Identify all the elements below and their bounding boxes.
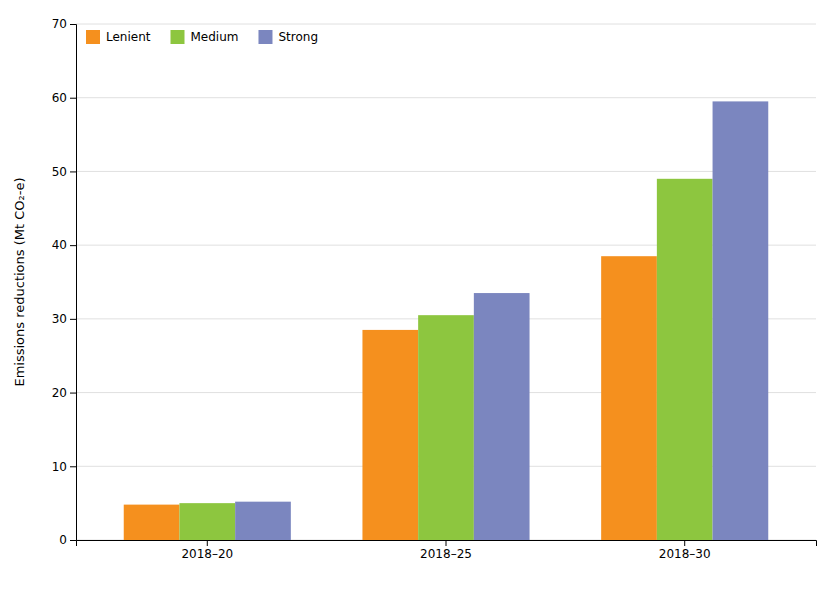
bar [713,101,769,540]
y-tick: 40 [52,238,76,252]
y-axis-line [70,25,77,541]
chart-svg: 0 10 20 30 40 50 60 70 2018–20 2018–25 2018–30 Leni… [0,0,840,590]
grid-line [76,97,816,98]
x-tick-label: 2018–30 [659,547,711,561]
y-tick-mark [70,466,76,467]
x-tick-label: 2018–20 [181,547,233,561]
y-tick-mark [70,319,76,320]
y-tick: 20 [52,386,76,400]
legend-item: Lenient [86,30,151,45]
x-tick: 2018–30 [659,540,711,561]
y-tick-label: 60 [52,91,67,105]
y-tick-mark [70,393,76,394]
y-tick-mark [70,171,76,172]
y-tick-mark [70,540,76,541]
legend-swatch [258,30,272,44]
legend-item: Medium [171,30,239,45]
y-tick-mark [70,24,76,25]
x-axis-line [77,541,817,547]
y-tick-label: 0 [59,533,67,547]
bar [418,315,474,540]
chart-container: 0 10 20 30 40 50 60 70 2018–20 2018–25 2018–30 Leni… [0,0,840,590]
y-tick-label: 20 [52,386,67,400]
bar [362,330,418,540]
y-tick-label: 10 [52,460,67,474]
bar [657,179,713,540]
bar [235,502,291,540]
x-tick-mark [684,540,685,546]
x-tick-mark [446,540,447,546]
y-tick-label: 30 [52,312,67,326]
x-tick-mark [207,540,208,546]
bar-series [235,101,768,540]
y-tick-label: 40 [52,238,67,252]
plot: 0 10 20 30 40 50 60 70 2018–20 2018–25 2018–30 Leni… [52,17,817,560]
y-tick-label: 70 [52,17,67,31]
y-tick: 10 [52,460,76,474]
legend-label: Strong [278,30,318,44]
x-tick: 2018–20 [181,540,233,561]
legend-swatch [86,30,100,44]
y-tick-mark [70,245,76,246]
y-axis-title: Emissions reductions (Mt CO₂-e) [12,177,27,386]
legend: Lenient Medium Strong [86,30,318,45]
y-tick-label: 50 [52,165,67,179]
y-tick: 60 [52,91,76,105]
y-tick: 70 [52,17,76,31]
y-tick: 0 [59,533,76,547]
bar [179,503,235,540]
bar [601,256,657,540]
bar-series [179,179,712,540]
x-tick-label: 2018–25 [420,547,472,561]
grid-line [76,171,816,172]
grid-line [76,24,816,25]
bar-series [124,256,657,540]
x-tick: 2018–25 [420,540,472,561]
grid [76,24,816,540]
legend-label: Medium [191,30,239,44]
y-axis: 0 10 20 30 40 50 60 70 [52,17,77,547]
bar [474,293,530,540]
x-axis: 2018–20 2018–25 2018–30 [77,540,817,561]
y-tick-mark [70,98,76,99]
legend-swatch [171,30,185,44]
legend-item: Strong [258,30,318,45]
y-tick: 50 [52,165,76,179]
y-tick: 30 [52,312,76,326]
bar [124,505,180,540]
legend-label: Lenient [106,30,151,44]
bars [124,101,769,540]
